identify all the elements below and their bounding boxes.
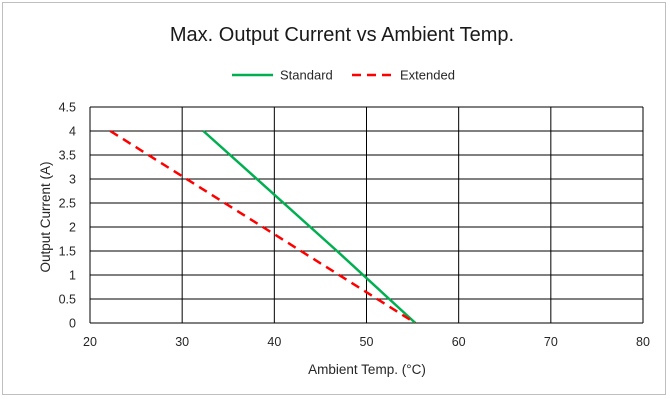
x-tick-label-5: 70 (544, 335, 558, 349)
y-tick-label-8: 4 (69, 125, 76, 139)
y-tick-label-0: 0 (69, 317, 76, 331)
legend: Standard Extended (232, 68, 455, 83)
chart-title: Max. Output Current vs Ambient Temp. (170, 24, 514, 46)
y-tick-label-5: 2.5 (59, 197, 76, 211)
x-tick-label-3: 50 (360, 335, 374, 349)
chart-frame (2, 2, 666, 395)
legend-label-extended: Extended (400, 68, 455, 83)
y-tick-label-4: 2 (69, 221, 76, 235)
x-tick-label-4: 60 (452, 335, 466, 349)
x-tick-label-6: 80 (636, 335, 650, 349)
x-axis-label: Ambient Temp. (°C) (308, 362, 426, 377)
series-lines (109, 129, 417, 325)
series-line-extended (109, 129, 417, 325)
y-axis-ticks: 0 0.5 1 1.5 2 2.5 3 3.5 4 4.5 (59, 101, 76, 331)
y-tick-label-6: 3 (69, 173, 76, 187)
x-axis-ticks: 20 30 40 50 60 70 80 (83, 335, 650, 349)
grid (89, 106, 644, 324)
y-tick-label-3: 1.5 (59, 245, 76, 259)
y-tick-label-9: 4.5 (59, 101, 76, 115)
series-line-standard (202, 130, 417, 324)
legend-label-standard: Standard (280, 68, 333, 83)
x-tick-label-0: 20 (83, 335, 97, 349)
y-axis-label: Output Current (A) (38, 161, 53, 272)
y-tick-label-2: 1 (69, 269, 76, 283)
x-tick-label-1: 30 (175, 335, 189, 349)
x-tick-label-2: 40 (267, 335, 281, 349)
y-tick-label-1: 0.5 (59, 293, 76, 307)
y-tick-label-7: 3.5 (59, 149, 76, 163)
